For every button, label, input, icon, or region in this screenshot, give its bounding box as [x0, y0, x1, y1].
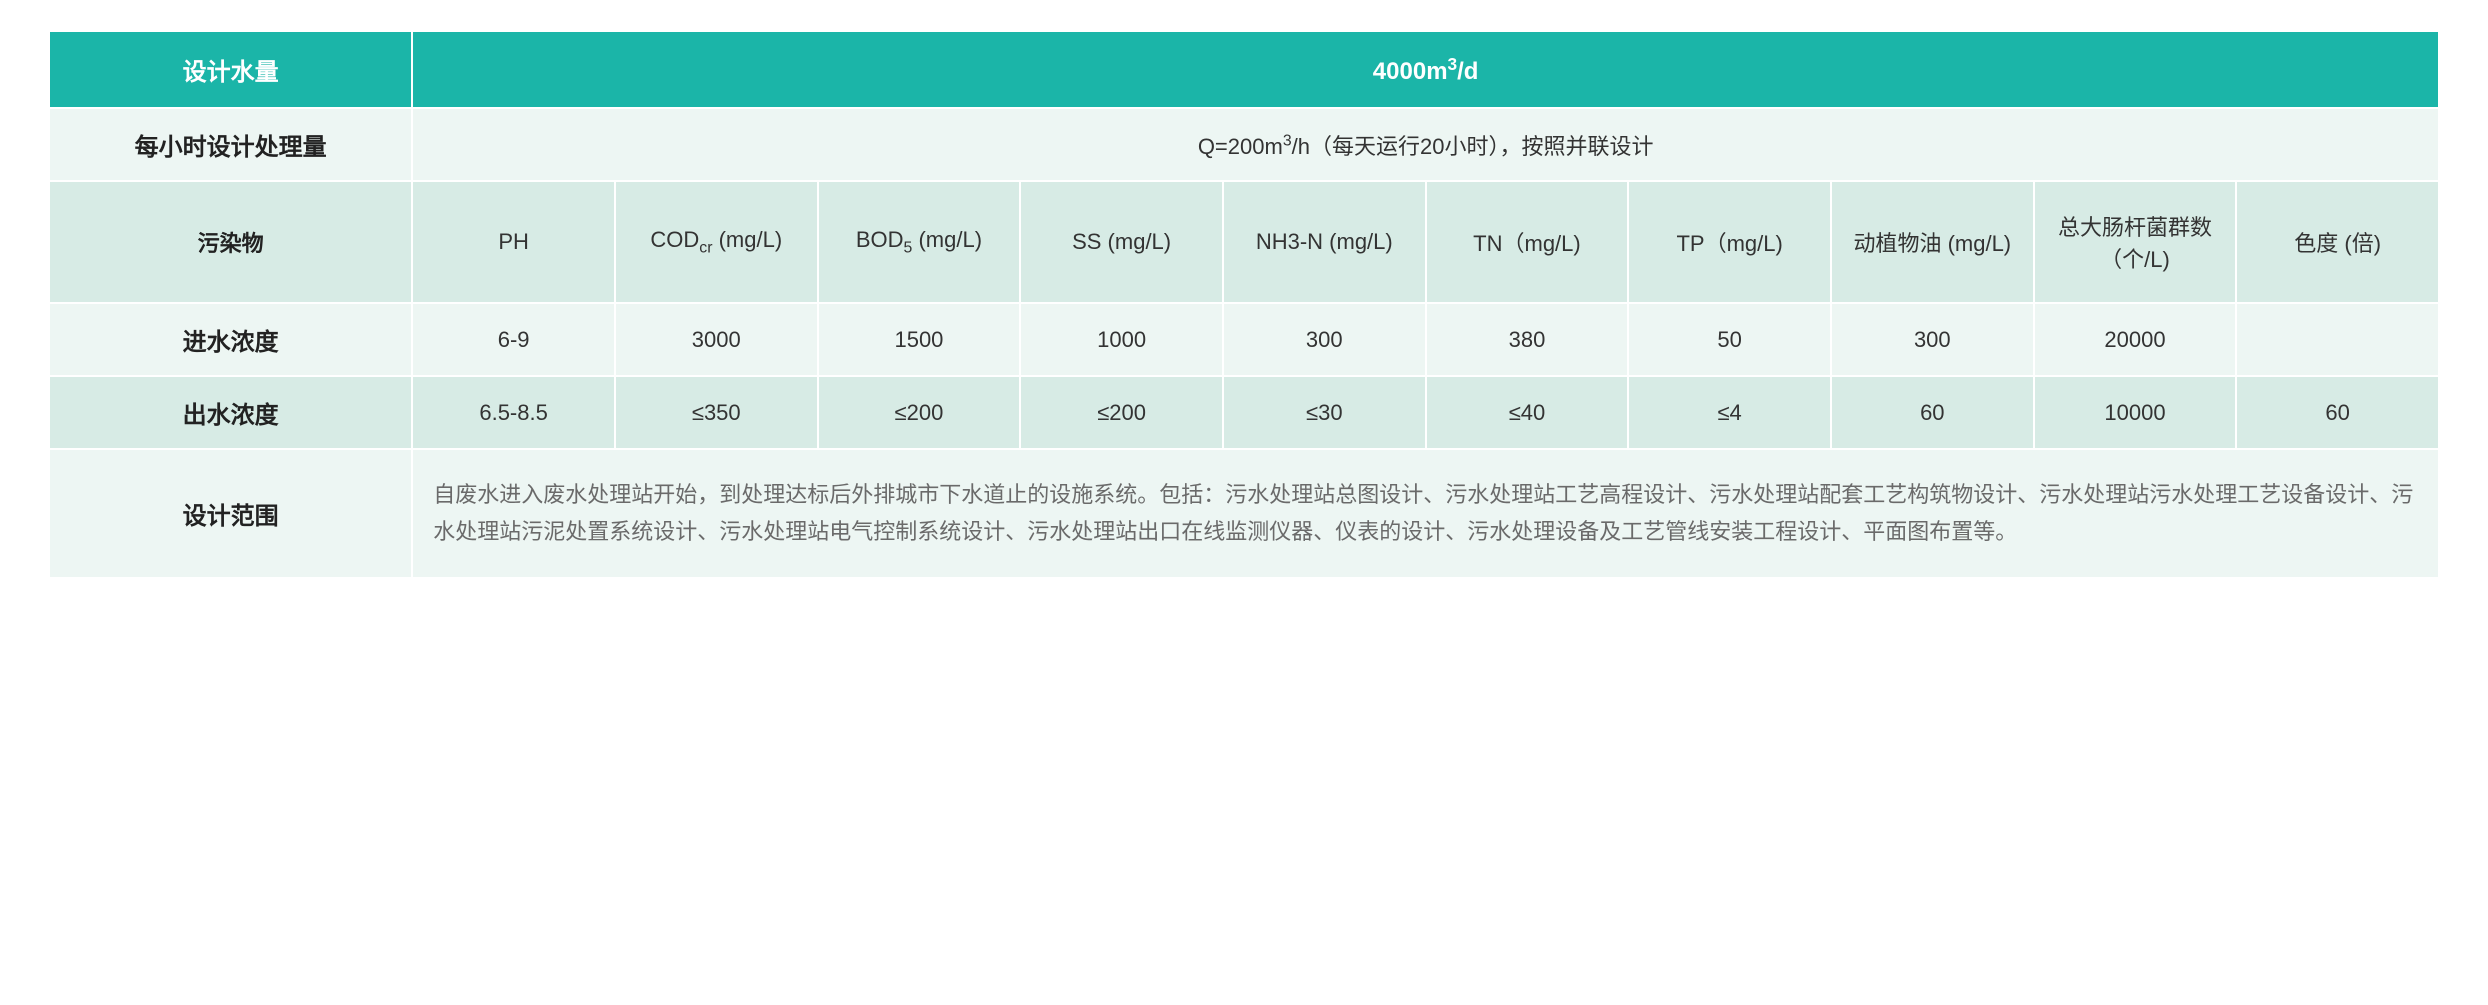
effluent-cell: ≤200 [1020, 376, 1223, 449]
row-design-scope: 设计范围 自废水进入废水处理站开始，到处理达标后外排城市下水道止的设施系统。包括… [49, 449, 2439, 578]
influent-cell: 380 [1426, 303, 1629, 376]
design-parameters-table: 设计水量 4000m3/d 每小时设计处理量 Q=200m3/h（每天运行20小… [48, 30, 2440, 579]
effluent-cell: ≤40 [1426, 376, 1629, 449]
influent-cell: 1500 [818, 303, 1021, 376]
col-header: TN（mg/L) [1426, 181, 1629, 303]
label-pollutants: 污染物 [49, 181, 412, 303]
influent-cell: 6-9 [412, 303, 615, 376]
effluent-cell: ≤30 [1223, 376, 1426, 449]
influent-cell: 3000 [615, 303, 818, 376]
label-design-water-volume: 设计水量 [49, 31, 412, 108]
effluent-cell: 10000 [2034, 376, 2237, 449]
row-pollutant-headers: 污染物 PH CODcr (mg/L) BOD5 (mg/L) SS (mg/L… [49, 181, 2439, 303]
col-header: TP（mg/L) [1628, 181, 1831, 303]
influent-cell: 300 [1223, 303, 1426, 376]
col-header: SS (mg/L) [1020, 181, 1223, 303]
effluent-cell: 6.5-8.5 [412, 376, 615, 449]
row-hourly-capacity: 每小时设计处理量 Q=200m3/h（每天运行20小时），按照并联设计 [49, 108, 2439, 181]
col-header: CODcr (mg/L) [615, 181, 818, 303]
effluent-cell: ≤200 [818, 376, 1021, 449]
value-hourly-capacity: Q=200m3/h（每天运行20小时），按照并联设计 [412, 108, 2439, 181]
row-design-water-volume: 设计水量 4000m3/d [49, 31, 2439, 108]
label-effluent: 出水浓度 [49, 376, 412, 449]
effluent-cell: 60 [1831, 376, 2034, 449]
value-design-water-volume: 4000m3/d [412, 31, 2439, 108]
value-design-scope: 自废水进入废水处理站开始，到处理达标后外排城市下水道止的设施系统。包括：污水处理… [412, 449, 2439, 578]
col-header: NH3-N (mg/L) [1223, 181, 1426, 303]
label-influent: 进水浓度 [49, 303, 412, 376]
influent-cell: 1000 [1020, 303, 1223, 376]
label-design-scope: 设计范围 [49, 449, 412, 578]
col-header: 总大肠杆菌群数（个/L) [2034, 181, 2237, 303]
col-header: 动植物油 (mg/L) [1831, 181, 2034, 303]
row-influent: 进水浓度 6-9 3000 1500 1000 300 380 50 300 2… [49, 303, 2439, 376]
col-header: PH [412, 181, 615, 303]
label-hourly-capacity: 每小时设计处理量 [49, 108, 412, 181]
effluent-cell: ≤350 [615, 376, 818, 449]
effluent-cell: 60 [2236, 376, 2439, 449]
influent-cell: 50 [1628, 303, 1831, 376]
influent-cell: 300 [1831, 303, 2034, 376]
col-header: 色度 (倍) [2236, 181, 2439, 303]
influent-cell: 20000 [2034, 303, 2237, 376]
effluent-cell: ≤4 [1628, 376, 1831, 449]
row-effluent: 出水浓度 6.5-8.5 ≤350 ≤200 ≤200 ≤30 ≤40 ≤4 6… [49, 376, 2439, 449]
influent-cell [2236, 303, 2439, 376]
col-header: BOD5 (mg/L) [818, 181, 1021, 303]
